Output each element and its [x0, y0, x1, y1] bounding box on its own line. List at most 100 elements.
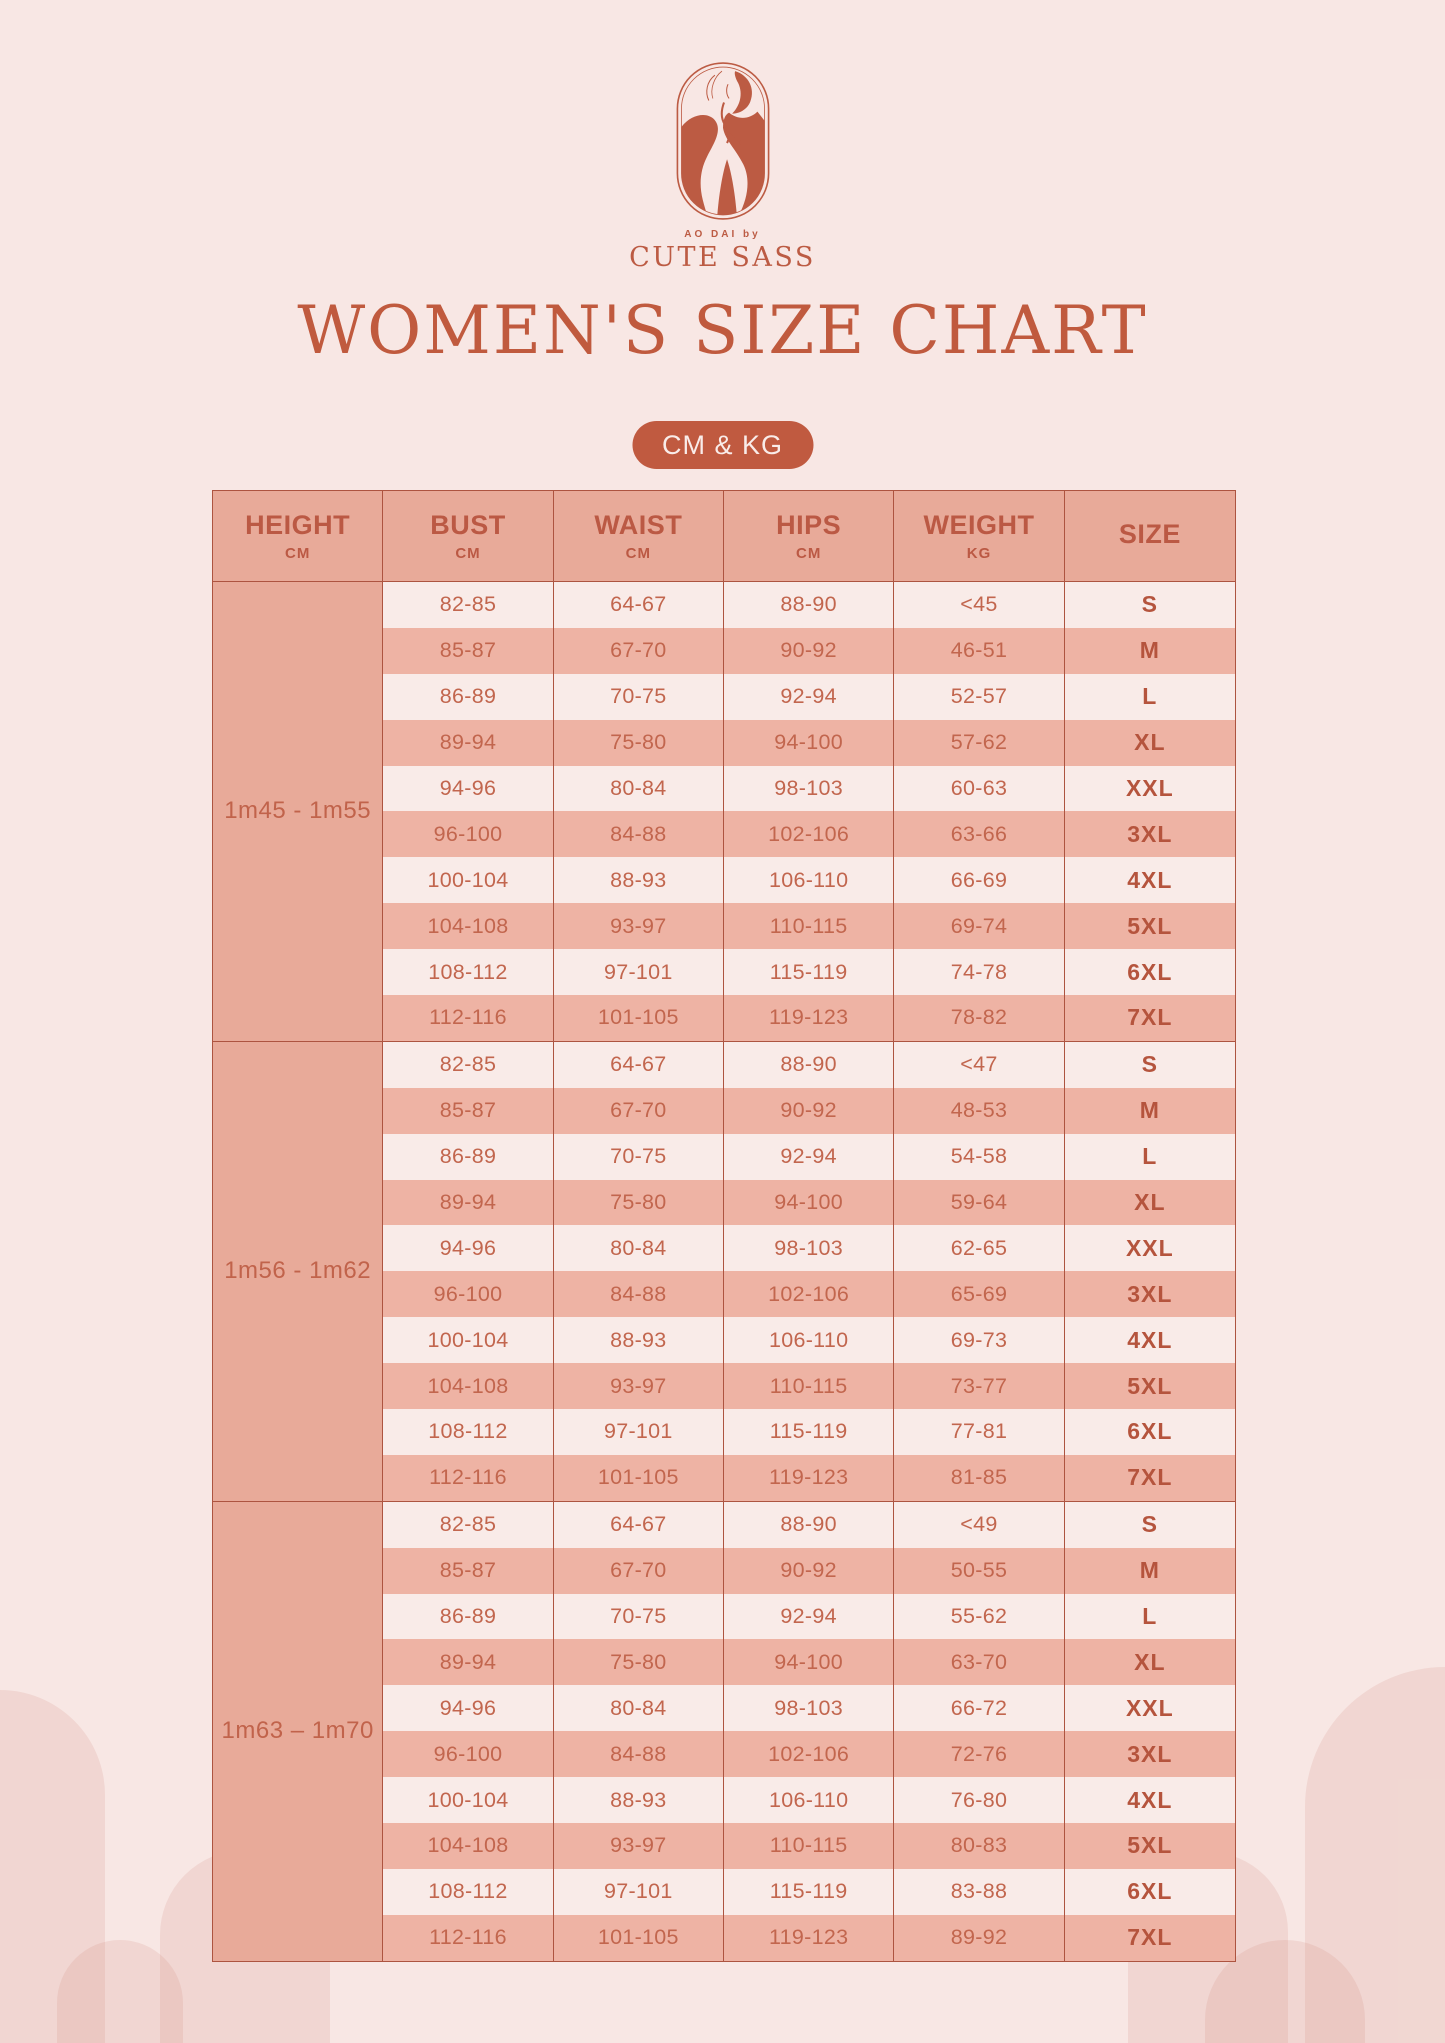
- size-cell: S: [1064, 582, 1235, 628]
- measure-cell: 102-106: [723, 811, 895, 858]
- size-cell: 3XL: [1064, 811, 1235, 858]
- measure-cell: 88-93: [553, 857, 724, 904]
- header-cell-weight: WEIGHT KG: [894, 491, 1065, 581]
- measure-cell: 57-62: [894, 719, 1065, 766]
- size-cell: M: [1064, 1547, 1235, 1594]
- page-title: WOMEN'S SIZE CHART: [297, 292, 1148, 369]
- size-cell: S: [1064, 1041, 1235, 1088]
- measure-cell: 101-105: [553, 1914, 724, 1961]
- header-label: WAIST: [594, 510, 683, 540]
- measure-cell: 86-89: [383, 1593, 554, 1640]
- measure-cell: 74-78: [894, 949, 1065, 996]
- measure-cell: 89-94: [383, 719, 554, 766]
- measure-cell: 97-101: [553, 949, 724, 996]
- measure-cell: 73-77: [894, 1363, 1065, 1410]
- measure-cell: 83-88: [894, 1868, 1065, 1915]
- measure-cell: 69-74: [894, 903, 1065, 950]
- measure-cell: 82-85: [383, 1041, 554, 1088]
- measure-cell: 92-94: [723, 1593, 895, 1640]
- height-group: 1m56 - 1m62 82-85 64-67 88-90 <47 S 85-87 67-70…: [213, 1040, 1235, 1501]
- size-cell: 4XL: [1064, 1317, 1235, 1364]
- measure-cell: 85-87: [383, 1547, 554, 1594]
- measure-cell: 80-83: [894, 1823, 1065, 1869]
- size-cell: 6XL: [1064, 1868, 1235, 1915]
- measure-cell: 112-116: [383, 1914, 554, 1961]
- measure-cell: 119-123: [723, 1914, 895, 1961]
- measure-cell: 89-94: [383, 1639, 554, 1686]
- height-range-cell: 1m63 – 1m70: [213, 1501, 384, 1961]
- size-cell: 7XL: [1064, 1914, 1235, 1961]
- measure-cell: 98-103: [723, 1225, 895, 1272]
- size-cell: 7XL: [1064, 995, 1235, 1041]
- size-cell: M: [1064, 1087, 1235, 1134]
- measure-cell: 108-112: [383, 1868, 554, 1915]
- measure-cell: 81-85: [894, 1454, 1065, 1501]
- measure-cell: 102-106: [723, 1271, 895, 1318]
- header-unit: CM: [455, 545, 481, 562]
- header-unit: CM: [795, 545, 822, 562]
- measure-cell: 106-110: [723, 1317, 895, 1364]
- height-group: 1m45 - 1m55 82-85 64-67 88-90 <45 S 85-87 67-70…: [213, 582, 1235, 1041]
- brand-name: CUTE SASS: [629, 242, 816, 273]
- size-cell: L: [1064, 1133, 1235, 1180]
- measure-cell: 48-53: [894, 1087, 1065, 1134]
- measure-cell: 86-89: [383, 1133, 554, 1180]
- measure-cell: 52-57: [894, 673, 1065, 720]
- measure-cell: 93-97: [553, 903, 724, 950]
- measure-cell: <49: [894, 1501, 1065, 1548]
- decor-arch: [0, 1690, 105, 2043]
- measure-cell: 84-88: [553, 1271, 724, 1318]
- measure-cell: 77-81: [894, 1409, 1065, 1455]
- measure-cell: 69-73: [894, 1317, 1065, 1364]
- header-cell-size: SIZE: [1065, 491, 1235, 581]
- measure-cell: 94-96: [383, 1225, 554, 1272]
- measure-cell: 65-69: [894, 1271, 1065, 1318]
- measure-cell: 85-87: [383, 1087, 554, 1134]
- size-cell: L: [1064, 1593, 1235, 1640]
- measure-cell: 94-96: [383, 1685, 554, 1732]
- measure-cell: 78-82: [894, 995, 1065, 1041]
- measure-cell: 96-100: [383, 1731, 554, 1778]
- measure-cell: 75-80: [553, 1639, 724, 1686]
- size-cell: XXL: [1064, 1225, 1235, 1272]
- measure-cell: 108-112: [383, 1409, 554, 1455]
- measure-cell: 104-108: [383, 903, 554, 950]
- decor-arch: [1305, 1667, 1445, 2043]
- measure-cell: 80-84: [553, 765, 724, 812]
- measure-cell: 84-88: [553, 811, 724, 858]
- brand-tagline: AO DAI by: [684, 229, 761, 240]
- measure-cell: 96-100: [383, 811, 554, 858]
- units-badge: CM & KG: [631, 421, 814, 469]
- height-range-cell: 1m45 - 1m55: [213, 582, 384, 1041]
- size-cell: XL: [1064, 1179, 1235, 1226]
- measure-cell: 75-80: [553, 1179, 724, 1226]
- measure-cell: 98-103: [723, 765, 895, 812]
- measure-cell: 84-88: [553, 1731, 724, 1778]
- measure-cell: 102-106: [723, 1731, 895, 1778]
- measure-cell: 100-104: [383, 1317, 554, 1364]
- size-cell: 5XL: [1064, 1823, 1235, 1869]
- measure-cell: 94-100: [723, 1179, 895, 1226]
- measure-cell: 76-80: [894, 1777, 1065, 1824]
- measure-cell: 85-87: [383, 627, 554, 674]
- measure-cell: 82-85: [383, 582, 554, 628]
- measure-cell: 66-69: [894, 857, 1065, 904]
- size-cell: 4XL: [1064, 857, 1235, 904]
- size-cell: S: [1064, 1501, 1235, 1548]
- measure-cell: 64-67: [553, 1041, 724, 1088]
- measure-cell: 104-108: [383, 1363, 554, 1410]
- size-cell: 7XL: [1064, 1454, 1235, 1501]
- measure-cell: 94-100: [723, 1639, 895, 1686]
- size-cell: 6XL: [1064, 949, 1235, 996]
- measure-cell: 110-115: [723, 1363, 895, 1410]
- measure-cell: 88-90: [723, 1501, 895, 1548]
- measure-cell: 115-119: [723, 1868, 895, 1915]
- height-group: 1m63 – 1m70 82-85 64-67 88-90 <49 S 85-87 67-70…: [213, 1500, 1235, 1961]
- measure-cell: 88-90: [723, 582, 895, 628]
- measure-cell: 93-97: [553, 1823, 724, 1869]
- header-unit: KG: [966, 545, 992, 562]
- measure-cell: 97-101: [553, 1868, 724, 1915]
- size-cell: XL: [1064, 1639, 1235, 1686]
- measure-cell: 101-105: [553, 995, 724, 1041]
- size-cell: M: [1064, 627, 1235, 674]
